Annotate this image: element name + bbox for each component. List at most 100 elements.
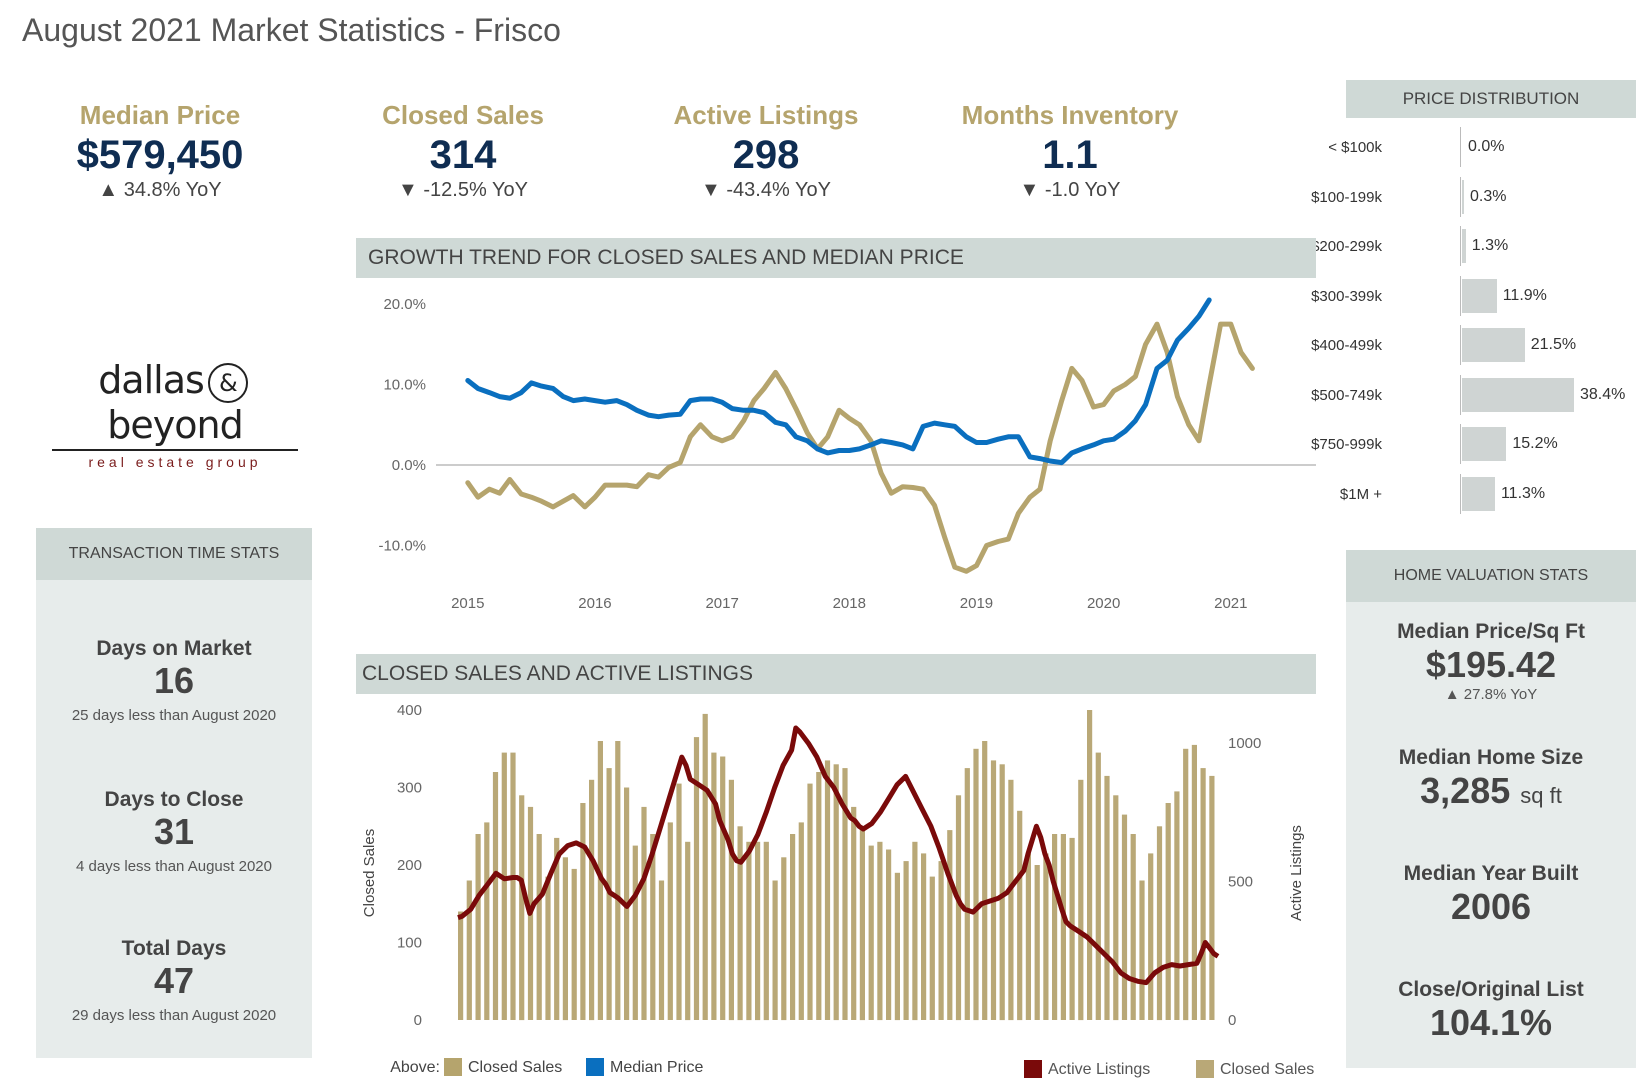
distribution-bar <box>1462 476 1495 511</box>
y-tick-label: 200 <box>397 857 422 874</box>
closed-sales-bar <box>466 880 472 1020</box>
price-range-label: $400-499k <box>1311 337 1382 354</box>
kpi-label: Closed Sales <box>382 100 544 130</box>
closed-sales-bar <box>746 841 752 1021</box>
closed-sales-bar <box>790 834 796 1020</box>
y2-tick-label: 0 <box>1228 1012 1236 1029</box>
closed-sales-bar <box>1183 748 1189 1021</box>
y-tick-label: 20.0% <box>383 296 426 313</box>
closed-sales-bar <box>545 876 551 1020</box>
closed-sales-bar <box>562 857 568 1021</box>
distribution-bar <box>1462 229 1466 263</box>
price-distribution-row: $300-399k 11.9% <box>1311 275 1646 316</box>
closed-sales-bar <box>1113 795 1119 1021</box>
stat-name: Days on Market <box>96 637 252 660</box>
closed-sales-bar <box>877 841 883 1021</box>
page-title: August 2021 Market Statistics - Frisco <box>22 12 561 48</box>
closed-sales-bar <box>755 841 761 1021</box>
company-logo: dallas &beyond real estate group <box>44 358 306 470</box>
stat-name: Total Days <box>121 937 227 960</box>
closed-sales-bar <box>536 834 542 1020</box>
distribution-axis <box>1460 127 1461 167</box>
closed-sales-bar <box>693 737 700 1020</box>
closed-sales-line <box>465 321 1255 574</box>
closed-sales-bar <box>615 741 621 1020</box>
closed-sales-bar <box>632 845 638 1020</box>
stat-name: Median Home Size <box>1398 746 1584 769</box>
stat-sub: 4 days less than August 2020 <box>76 858 272 875</box>
price-range-label: $750-999k <box>1311 436 1382 453</box>
distribution-percent: 0.0% <box>1468 138 1505 155</box>
closed-sales-bar <box>1209 775 1215 1020</box>
closed-sales-bar <box>641 806 647 1020</box>
closed-sales-bar <box>685 841 691 1021</box>
kpi-value: 298 <box>732 133 800 177</box>
closed-sales-bar <box>589 779 595 1021</box>
closed-sales-bar <box>921 853 927 1020</box>
distribution-axis <box>1460 424 1461 464</box>
kpi-months-inventory: Months Inventory 1.1 ▼ -1.0 YoY <box>940 100 1200 202</box>
closed-sales-bar <box>894 872 900 1021</box>
logo-tagline: real estate group <box>88 453 262 470</box>
closed-sales-bar <box>903 861 909 1020</box>
logo-wordmark: dallas &beyond <box>44 358 306 447</box>
price-range-label: $300-399k <box>1311 287 1382 305</box>
x-tick-label: 2017 <box>705 595 738 612</box>
kpi-value: $579,450 <box>76 133 244 177</box>
distribution-bar <box>1462 328 1525 362</box>
kpi-yoy: ▲ 34.8% YoY <box>98 179 222 201</box>
closed-sales-bar <box>859 826 865 1021</box>
logo-ampersand: & <box>207 362 248 403</box>
distribution-percent: 11.9% <box>1502 286 1547 304</box>
closed-sales-bar <box>676 783 682 1020</box>
closed-sales-bar <box>842 768 848 1020</box>
kpi-value: 314 <box>429 133 497 177</box>
distribution-axis <box>1460 226 1461 266</box>
legend-label: Closed Sales <box>1220 1061 1314 1078</box>
price-distribution-row: $400-499k 21.5% <box>1311 325 1646 365</box>
closed-sales-bar <box>1156 826 1163 1021</box>
closed-sales-bar <box>658 880 665 1020</box>
closed-sales-bar <box>851 806 857 1020</box>
home-valuation-header: HOME VALUATION STATS <box>1346 550 1636 602</box>
closed-sales-bar <box>833 764 839 1021</box>
closed-sales-bar <box>1095 752 1101 1020</box>
x-tick-label: 2020 <box>1087 595 1120 612</box>
y-axis-title: Closed Sales <box>361 829 378 917</box>
legend-swatch <box>586 1058 604 1076</box>
x-tick-label: 2021 <box>1214 595 1247 612</box>
kpi-label: Median Price <box>79 100 241 130</box>
closed-sales-bar <box>458 911 464 1020</box>
stat-name: Median Price/Sq Ft <box>1397 620 1585 643</box>
distribution-percent: 21.5% <box>1530 336 1577 353</box>
closed-sales-bar <box>728 779 734 1021</box>
legend-label: Closed Sales <box>468 1059 562 1076</box>
stat-yoy: ▲ 27.8% YoY <box>1444 686 1538 703</box>
stat-value-row: 3,285 sq ft <box>1346 770 1636 817</box>
closed-sales-bar <box>1130 834 1136 1020</box>
legend-label: Active Listings <box>1048 1061 1150 1078</box>
closed-sales-bar <box>1043 853 1049 1020</box>
distribution-percent: 15.2% <box>1512 435 1558 452</box>
closed-sales-bar <box>1104 775 1110 1020</box>
closed-sales-bar <box>492 772 499 1020</box>
closed-sales-bar <box>1034 865 1040 1020</box>
closed-sales-bar <box>519 795 525 1021</box>
stat-unit: sq ft <box>1520 783 1562 808</box>
closed-sales-bar <box>938 861 944 1020</box>
closed-sales-bar <box>580 803 586 1020</box>
stat-value: 3,285 <box>1420 770 1511 811</box>
legend-swatch <box>1024 1060 1042 1078</box>
logo-rule <box>52 448 298 451</box>
distribution-percent: 38.4% <box>1580 385 1626 403</box>
closed-sales-bar <box>781 857 787 1021</box>
stat-value: $195.42 <box>1425 644 1557 685</box>
x-tick-label: 2015 <box>451 595 484 612</box>
distribution-bar <box>1462 278 1497 313</box>
transaction-stats-header: TRANSACTION TIME STATS <box>36 528 312 580</box>
distribution-axis <box>1460 275 1461 316</box>
closed-sales-bar <box>886 849 892 1020</box>
stat-sub: 29 days less than August 2020 <box>71 1007 277 1024</box>
distribution-bar <box>1462 377 1574 412</box>
